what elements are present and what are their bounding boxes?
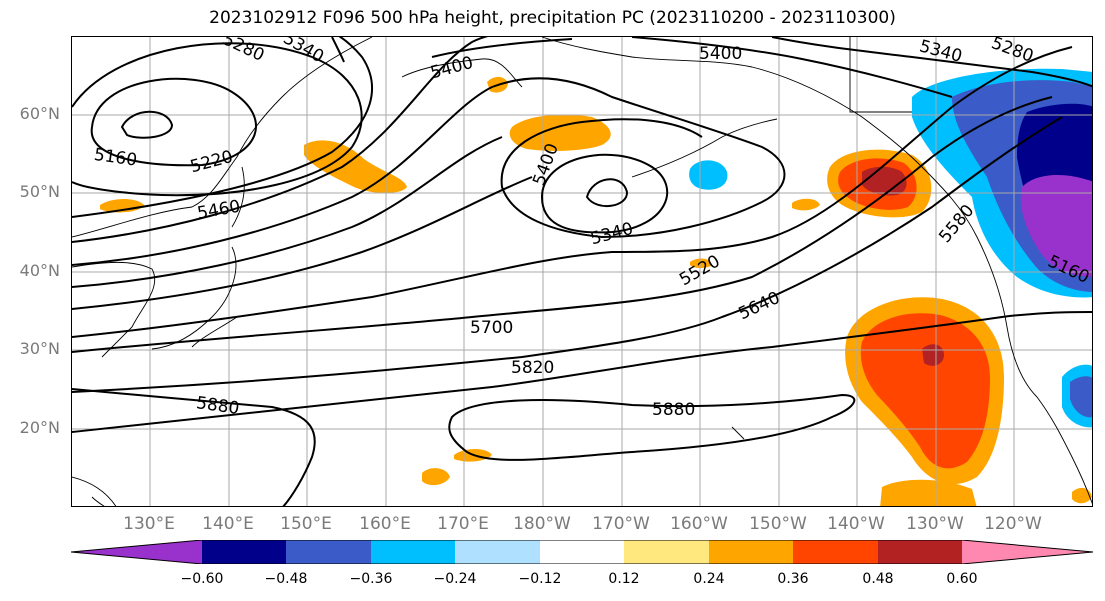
lat-label: 60°N [19,104,60,123]
positive-anomaly-region [509,114,611,151]
colorbar-swatch [71,540,202,564]
contour-label: 5880 [652,400,695,420]
lon-label: 170°W [592,514,650,534]
contour-label: 5340 [280,37,327,67]
colorbar-tick: 0.48 [862,571,894,587]
colorbar-swatch [455,540,540,564]
colorbar-swatch [371,540,455,564]
map-panel: 5280 5340 5400 5400 5340 5280 5160 5220 … [71,36,1093,507]
contour-label: 5280 [220,37,268,66]
positive-anomaly-region [422,468,450,486]
contour-label: 5580 [935,201,978,247]
lon-label: 130°W [906,514,964,534]
lon-label: 140°W [827,514,885,534]
colorbar-tick: −0.36 [349,571,393,587]
colorbar-swatch [540,540,624,564]
colorbar-tick: −0.24 [433,571,477,587]
contour-label: 5220 [188,147,235,178]
map-title: 2023102912 F096 500 hPa height, precipit… [209,8,896,28]
lon-label: 130°E [123,514,175,534]
contour-label: 5400 [699,44,742,64]
lon-label: 160°E [359,514,411,534]
colorbar-tick: 0.24 [693,571,725,587]
positive-anomaly-region [860,313,990,469]
negative-anomaly-region [689,160,728,190]
lat-label: 20°N [19,418,60,437]
colorbar-swatch [709,540,793,564]
colorbar-tick: 0.60 [946,571,978,587]
lon-label: 150°E [280,514,332,534]
colorbar-tick: −0.60 [180,571,224,587]
contour-label: 5340 [917,37,964,67]
positive-anomaly-region [690,258,712,268]
positive-anomaly-region [792,198,820,211]
colorbar-swatch [286,540,371,564]
lat-label: 30°N [19,339,60,358]
height-contours [72,37,1092,506]
contour-label: 5460 [196,197,242,224]
lon-label: 150°W [749,514,807,534]
lon-label: 180°W [513,514,571,534]
colorbar-tick: 0.12 [608,571,640,587]
lon-label: 120°W [984,514,1042,534]
precip-shading [100,68,1092,506]
contour-label: 5640 [735,288,783,324]
map-canvas: 5280 5340 5400 5400 5340 5280 5160 5220 … [72,37,1092,506]
contour-label: 5340 [588,219,635,250]
lat-label: 40°N [19,261,60,280]
colorbar-swatch [793,540,878,564]
contour-label: 5880 [195,393,241,419]
positive-anomaly-region [880,479,977,506]
contour-label: 5160 [93,145,139,171]
colorbar-swatch [624,540,709,564]
contour-label: 5820 [511,358,554,378]
colorbar-tick: −0.12 [518,571,562,587]
lon-label: 160°W [670,514,728,534]
colorbar-swatch [202,540,286,564]
colorbar-swatch [878,540,962,564]
positive-anomaly-region [922,344,944,366]
negative-anomaly-region [1020,175,1092,277]
negative-anomaly-region [1070,376,1092,418]
graticule [72,37,1092,506]
positive-anomaly-region [304,140,407,193]
colorbar [71,540,1094,564]
contour-label: 5700 [470,318,513,338]
colorbar-swatch [962,540,1093,564]
coastlines [72,37,1092,506]
contour-label: 5400 [428,53,475,84]
colorbar-tick: −0.48 [264,571,308,587]
colorbar-tick: 0.36 [777,571,809,587]
lon-label: 140°E [202,514,254,534]
positive-anomaly-region [1072,487,1092,504]
contour-label: 5280 [989,37,1036,67]
lon-label: 170°E [437,514,489,534]
lat-label: 50°N [19,182,60,201]
